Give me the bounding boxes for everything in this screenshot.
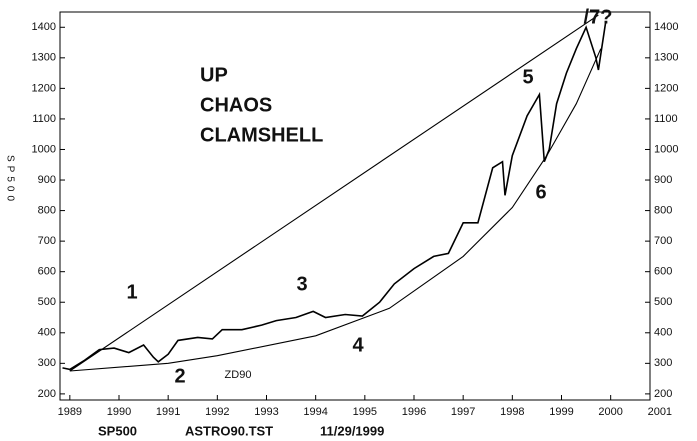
y-tick-label: 1300 [32, 52, 56, 64]
trend-line [69, 14, 599, 372]
annotation: CHAOS [200, 94, 272, 116]
y-tick-label: 1000 [32, 143, 56, 155]
y-tick-label: 1100 [32, 113, 56, 125]
y-axis-label: SP500 [4, 155, 15, 205]
annotation: 3 [296, 273, 307, 295]
x-tick-label: 1992 [205, 406, 229, 418]
x-tick-label: 1990 [107, 406, 131, 418]
y-tick-label: 400 [38, 327, 56, 339]
x-tick-label: 2001 [648, 406, 672, 418]
annotation: UP [200, 64, 228, 86]
x-tick-label: 1994 [303, 406, 327, 418]
y2-tick-label: 1100 [654, 113, 678, 125]
y2-tick-label: 600 [654, 266, 672, 278]
y-tick-label: 1400 [32, 21, 56, 33]
x-tick-label: 1997 [451, 406, 475, 418]
footer-text: ASTRO90.TST [185, 423, 273, 438]
footer-text: 11/29/1999 [320, 423, 384, 438]
x-tick-label: 1996 [402, 406, 426, 418]
y2-tick-label: 400 [654, 327, 672, 339]
annotation: ZD90 [225, 369, 252, 381]
annotation: CLAMSHELL [200, 124, 323, 146]
y2-tick-label: 500 [654, 296, 672, 308]
y-tick-label: 1200 [32, 82, 56, 94]
x-tick-label: 1995 [353, 406, 377, 418]
annotation: 1 [126, 281, 137, 303]
y2-tick-label: 200 [654, 388, 672, 400]
y2-tick-label: 900 [654, 174, 672, 186]
footer-text: SP500 [98, 423, 137, 438]
y2-tick-label: 1200 [654, 82, 678, 94]
y2-tick-label: 700 [654, 235, 672, 247]
x-tick-label: 1999 [549, 406, 573, 418]
y-tick-label: 600 [38, 266, 56, 278]
x-tick-label: 1989 [58, 406, 82, 418]
y2-tick-label: 800 [654, 204, 672, 216]
annotation: 5 [522, 66, 533, 88]
y2-tick-label: 1300 [654, 52, 678, 64]
annotation: 4 [352, 334, 364, 356]
price-line [62, 21, 607, 371]
x-tick-label: 1991 [156, 406, 180, 418]
y2-tick-label: 1000 [654, 143, 678, 155]
x-tick-label: 1998 [500, 406, 524, 418]
plot-frame [59, 11, 651, 401]
y2-tick-label: 1400 [654, 21, 678, 33]
trend-line [69, 48, 602, 372]
y-tick-label: 700 [38, 235, 56, 247]
annotation: 6 [535, 181, 546, 203]
y-tick-label: 300 [38, 357, 56, 369]
y-tick-label: 500 [38, 296, 56, 308]
annotation: /7? [584, 6, 613, 28]
y2-tick-label: 300 [654, 357, 672, 369]
annotation: 2 [174, 365, 185, 387]
y-tick-label: 900 [38, 174, 56, 186]
x-tick-label: 1993 [254, 406, 278, 418]
x-tick-label: 2000 [598, 406, 622, 418]
y-tick-label: 200 [38, 388, 56, 400]
y-tick-label: 800 [38, 204, 56, 216]
